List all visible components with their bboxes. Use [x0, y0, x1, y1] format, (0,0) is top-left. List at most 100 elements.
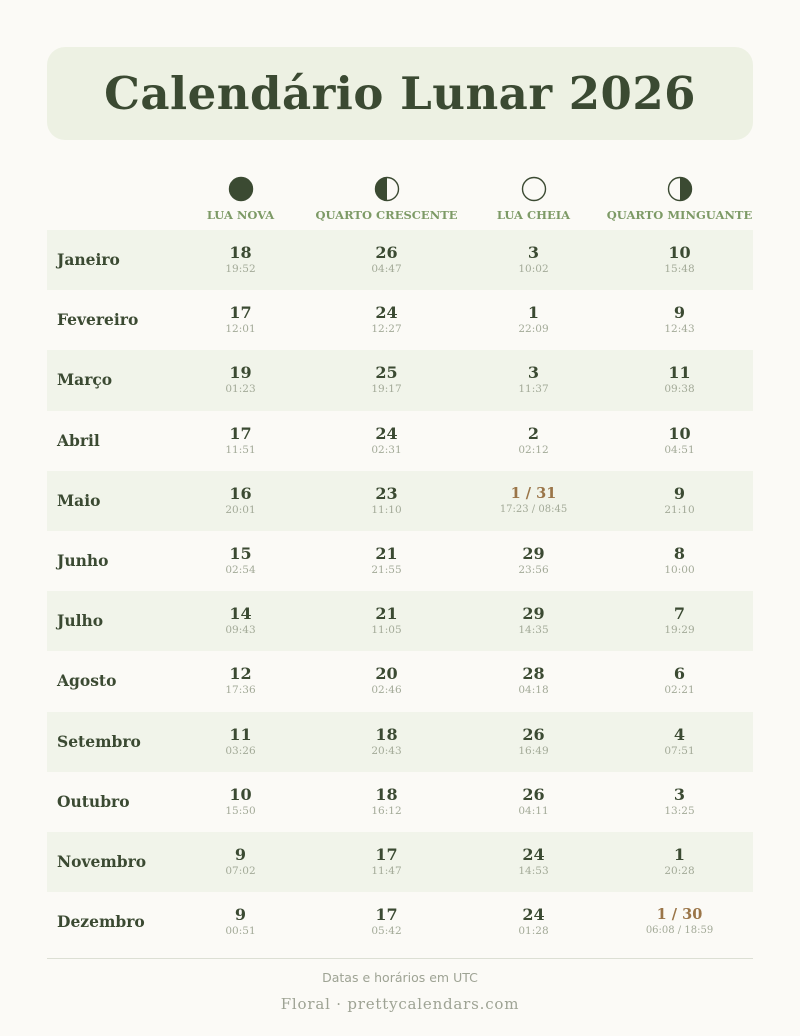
phase-header-first-quarter: QUARTO CRESCENTE [313, 172, 460, 222]
phase-day: 21 [313, 545, 460, 563]
phase-cell-full-moon: 29 14:35 [460, 605, 607, 637]
phase-day: 23 [313, 485, 460, 503]
phase-time: 19:52 [167, 262, 314, 276]
phase-cell-full-moon: 1 / 31 17:23 / 08:45 [460, 485, 607, 517]
phase-time: 07:02 [167, 864, 314, 878]
phase-time: 12:01 [167, 322, 314, 336]
month-row: Junho 15 02:54 21 21:55 29 23:56 8 10:00 [47, 531, 753, 591]
first-quarter-moon-icon [374, 176, 400, 202]
phase-cell-first-quarter: 25 19:17 [313, 364, 460, 396]
phase-day: 9 [606, 485, 753, 503]
phase-cell-new-moon: 12 17:36 [167, 665, 314, 697]
phase-time: 04:51 [606, 443, 753, 457]
phase-time: 17:36 [167, 683, 314, 697]
month-row: Maio 16 20:01 23 11:10 1 / 31 17:23 / 08:45 9 21… [47, 471, 753, 531]
month-name: Outubro [57, 772, 130, 832]
phase-time: 20:01 [167, 503, 314, 517]
phase-day: 17 [313, 846, 460, 864]
phase-day: 29 [460, 545, 607, 563]
phase-time: 00:51 [167, 924, 314, 938]
phase-day: 20 [313, 665, 460, 683]
phase-time: 22:09 [460, 322, 607, 336]
phase-cell-last-quarter: 7 19:29 [606, 605, 753, 637]
phase-time: 15:50 [167, 804, 314, 818]
phase-time: 12:27 [313, 322, 460, 336]
new-moon-icon [228, 176, 254, 202]
phase-day: 15 [167, 545, 314, 563]
phase-cell-first-quarter: 21 21:55 [313, 545, 460, 577]
month-row: Agosto 12 17:36 20 02:46 28 04:18 6 02:21 [47, 651, 753, 711]
month-name: Abril [57, 411, 100, 471]
phase-cell-new-moon: 9 07:02 [167, 846, 314, 878]
phase-time: 09:43 [167, 623, 314, 637]
phase-cell-full-moon: 28 04:18 [460, 665, 607, 697]
phase-cell-last-quarter: 9 21:10 [606, 485, 753, 517]
phase-day: 19 [167, 364, 314, 382]
phase-time: 14:35 [460, 623, 607, 637]
phase-time: 11:51 [167, 443, 314, 457]
phase-time: 19:17 [313, 382, 460, 396]
phase-time: 03:26 [167, 744, 314, 758]
phase-cell-full-moon: 3 11:37 [460, 364, 607, 396]
phase-cell-last-quarter: 1 20:28 [606, 846, 753, 878]
phase-cell-last-quarter: 8 10:00 [606, 545, 753, 577]
phase-day: 18 [167, 244, 314, 262]
phase-day: 10 [606, 425, 753, 443]
phase-label: QUARTO MINGUANTE [606, 208, 753, 222]
month-row: Outubro 10 15:50 18 16:12 26 04:11 3 13:25 [47, 772, 753, 832]
phase-time: 01:28 [460, 924, 607, 938]
phase-day: 18 [313, 786, 460, 804]
month-row: Novembro 9 07:02 17 11:47 24 14:53 1 20:28 [47, 832, 753, 892]
phase-cell-new-moon: 11 03:26 [167, 726, 314, 758]
phase-time: 15:48 [606, 262, 753, 276]
phase-cell-full-moon: 29 23:56 [460, 545, 607, 577]
phase-label: QUARTO CRESCENTE [313, 208, 460, 222]
phase-day: 18 [313, 726, 460, 744]
month-name: Março [57, 350, 112, 410]
phase-cell-full-moon: 3 10:02 [460, 244, 607, 276]
phase-day: 3 [606, 786, 753, 804]
phase-time: 02:54 [167, 563, 314, 577]
phase-header-new-moon: LUA NOVA [167, 172, 314, 222]
phase-cell-first-quarter: 20 02:46 [313, 665, 460, 697]
phase-cell-first-quarter: 26 04:47 [313, 244, 460, 276]
phase-day: 1 / 31 [460, 485, 607, 503]
phase-cell-last-quarter: 9 12:43 [606, 304, 753, 336]
phase-cell-last-quarter: 11 09:38 [606, 364, 753, 396]
phase-day: 7 [606, 605, 753, 623]
phase-cell-full-moon: 24 01:28 [460, 906, 607, 938]
lunar-table: Janeiro 18 19:52 26 04:47 3 10:02 10 15:48 Fevere… [47, 230, 753, 952]
phase-time: 14:53 [460, 864, 607, 878]
phase-time: 04:18 [460, 683, 607, 697]
phase-day: 25 [313, 364, 460, 382]
phase-time: 20:43 [313, 744, 460, 758]
month-name: Dezembro [57, 892, 145, 952]
phase-day: 24 [313, 304, 460, 322]
phase-day: 16 [167, 485, 314, 503]
phase-day: 17 [167, 304, 314, 322]
phase-label: LUA CHEIA [460, 208, 607, 222]
phase-cell-last-quarter: 1 / 30 06:08 / 18:59 [606, 906, 753, 938]
phase-cell-full-moon: 1 22:09 [460, 304, 607, 336]
phase-day: 6 [606, 665, 753, 683]
phase-time: 05:42 [313, 924, 460, 938]
phase-cell-new-moon: 15 02:54 [167, 545, 314, 577]
phase-day: 1 [460, 304, 607, 322]
month-name: Novembro [57, 832, 146, 892]
phase-cell-new-moon: 16 20:01 [167, 485, 314, 517]
phase-time: 16:49 [460, 744, 607, 758]
phase-day: 2 [460, 425, 607, 443]
footer-divider [47, 958, 753, 959]
month-name: Agosto [57, 651, 116, 711]
phase-time: 02:21 [606, 683, 753, 697]
phase-time: 13:25 [606, 804, 753, 818]
phase-cell-first-quarter: 24 12:27 [313, 304, 460, 336]
phase-day: 12 [167, 665, 314, 683]
phase-cell-new-moon: 17 11:51 [167, 425, 314, 457]
phase-cell-last-quarter: 3 13:25 [606, 786, 753, 818]
title-card: Calendário Lunar 2026 [47, 47, 753, 140]
phase-header-full-moon: LUA CHEIA [460, 172, 607, 222]
phase-cell-first-quarter: 21 11:05 [313, 605, 460, 637]
phase-time: 21:10 [606, 503, 753, 517]
phase-cell-last-quarter: 6 02:21 [606, 665, 753, 697]
